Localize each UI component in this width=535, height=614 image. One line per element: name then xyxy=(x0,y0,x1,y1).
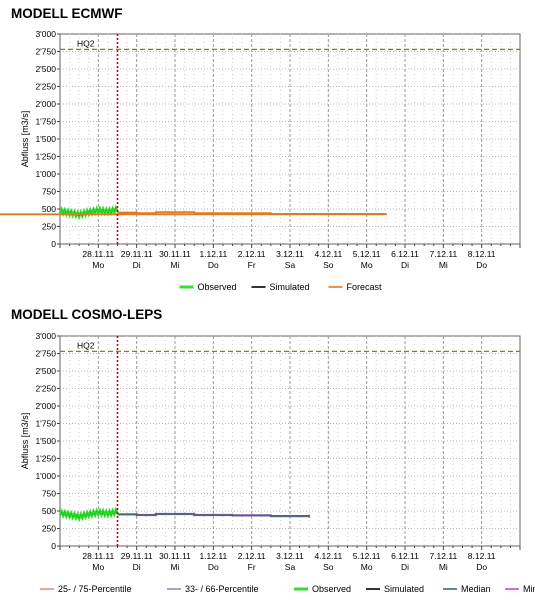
y-tick-label: 1'500 xyxy=(35,436,56,446)
series-forecast xyxy=(0,211,387,216)
y-tick-label: 500 xyxy=(42,506,56,516)
legend-label: Forecast xyxy=(347,282,383,292)
y-tick-label: 1'250 xyxy=(35,152,56,162)
y-tick-label: 1'250 xyxy=(35,454,56,464)
x-tick-date: 5.12.11 xyxy=(353,551,381,561)
legend-label: 25- / 75-Percentile xyxy=(58,584,132,594)
x-tick-date: 7.12.11 xyxy=(429,551,457,561)
series-observed-markers xyxy=(59,508,118,520)
x-tick-date: 2.12.11 xyxy=(238,249,266,259)
x-tick-date: 28.11.11 xyxy=(82,551,114,561)
x-tick-day: Mi xyxy=(439,562,448,572)
x-tick-date: 1.12.11 xyxy=(199,551,227,561)
legend-label: Observed xyxy=(312,584,351,594)
x-tick-date: 30.11.11 xyxy=(159,551,191,561)
hq2-label: HQ2 xyxy=(77,340,95,350)
legend-label: 33- / 66-Percentile xyxy=(185,584,259,594)
x-tick-day: Di xyxy=(133,260,141,270)
y-tick-label: 250 xyxy=(42,222,56,232)
y-tick-label: 2'250 xyxy=(35,384,56,394)
y-axis-label: Abfluss [m3/s] xyxy=(20,111,30,168)
y-tick-label: 500 xyxy=(42,204,56,214)
x-tick-date: 29.11.11 xyxy=(121,249,153,259)
x-tick-day: Mi xyxy=(439,260,448,270)
y-tick-label: 1'500 xyxy=(35,134,56,144)
legend-label: Simulated xyxy=(270,282,310,292)
x-tick-day: Fr xyxy=(248,260,256,270)
y-tick-label: 2'750 xyxy=(35,349,56,359)
chart-ecmwf: 0 250 500 750 1'000 1'250 1'500 1'750 2'000 2'250… xyxy=(0,29,521,292)
x-tick-date: 4.12.11 xyxy=(314,551,342,561)
y-tick-label: 1'000 xyxy=(35,169,56,179)
y-tick-label: 2'500 xyxy=(35,64,56,74)
x-tick-day: So xyxy=(323,260,334,270)
x-tick-day: Mo xyxy=(92,260,104,270)
y-tick-label: 0 xyxy=(51,239,56,249)
y-tick-label: 2'000 xyxy=(35,401,56,411)
x-tick-day: Do xyxy=(476,260,487,270)
y-tick-label: 2'750 xyxy=(35,47,56,57)
x-tick-day: Do xyxy=(476,562,487,572)
y-tick-label: 2'250 xyxy=(35,82,56,92)
x-tick-day: Mo xyxy=(92,562,104,572)
x-tick-day: Do xyxy=(208,260,219,270)
x-tick-day: Sa xyxy=(285,562,296,572)
x-tick-date: 8.12.11 xyxy=(468,551,496,561)
y-tick-label: 2'000 xyxy=(35,99,56,109)
y-axis-label: Abfluss [m3/s] xyxy=(20,413,30,470)
chart-cosmo-leps: 0 250 500 750 1'000 1'250 1'500 1'750 2'000 2'250… xyxy=(20,331,535,594)
chart-title-cosmo-leps: MODELL COSMO-LEPS xyxy=(11,307,163,322)
x-tick-date: 8.12.11 xyxy=(468,249,496,259)
x-tick-date: 30.11.11 xyxy=(159,249,191,259)
x-tick-day: Mo xyxy=(361,562,373,572)
x-tick-date: 1.12.11 xyxy=(199,249,227,259)
x-tick-day: Di xyxy=(401,260,409,270)
y-tick-label: 250 xyxy=(42,524,56,534)
legend-label: Simulated xyxy=(384,584,424,594)
legend-label: Median xyxy=(461,584,491,594)
x-tick-day: Sa xyxy=(285,260,296,270)
x-tick-date: 6.12.11 xyxy=(391,249,419,259)
x-tick-day: Mi xyxy=(171,260,180,270)
x-tick-day: Mi xyxy=(171,562,180,572)
y-tick-label: 0 xyxy=(51,541,56,551)
chart-title-ecmwf: MODELL ECMWF xyxy=(11,6,123,21)
legend-label: Observed xyxy=(198,282,237,292)
x-tick-day: Fr xyxy=(248,562,256,572)
legend-label: Min / Max xyxy=(523,584,535,594)
x-tick-date: 3.12.11 xyxy=(276,551,304,561)
y-tick-label: 2'500 xyxy=(35,366,56,376)
x-tick-date: 4.12.11 xyxy=(314,249,342,259)
x-tick-day: Di xyxy=(133,562,141,572)
y-tick-label: 3'000 xyxy=(35,331,56,341)
x-tick-date: 7.12.11 xyxy=(429,249,457,259)
x-tick-day: So xyxy=(323,562,334,572)
x-tick-day: Do xyxy=(208,562,219,572)
x-tick-date: 3.12.11 xyxy=(276,249,304,259)
y-tick-label: 750 xyxy=(42,187,56,197)
x-tick-date: 6.12.11 xyxy=(391,551,419,561)
y-tick-label: 750 xyxy=(42,489,56,499)
hq2-label: HQ2 xyxy=(77,38,95,48)
x-tick-date: 28.11.11 xyxy=(82,249,114,259)
y-tick-label: 3'000 xyxy=(35,29,56,39)
x-tick-date: 2.12.11 xyxy=(238,551,266,561)
y-tick-label: 1'750 xyxy=(35,117,56,127)
x-tick-day: Di xyxy=(401,562,409,572)
y-tick-label: 1'000 xyxy=(35,471,56,481)
x-tick-date: 29.11.11 xyxy=(121,551,153,561)
x-tick-day: Mo xyxy=(361,260,373,270)
series-median xyxy=(117,513,310,517)
y-tick-label: 1'750 xyxy=(35,419,56,429)
x-tick-date: 5.12.11 xyxy=(353,249,381,259)
